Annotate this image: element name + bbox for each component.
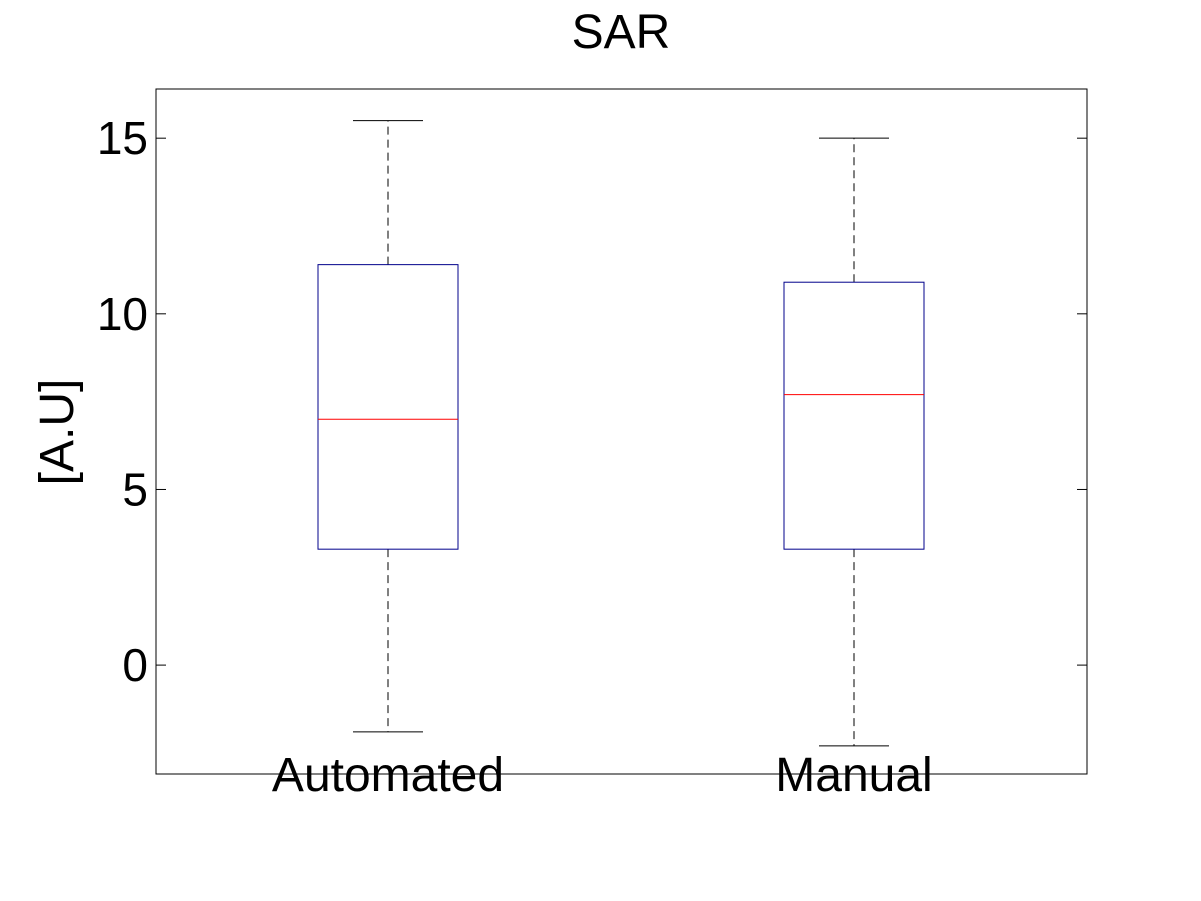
y-tick-label: 15 [97,112,148,164]
chart-title: SAR [572,6,671,59]
y-tick-label: 5 [122,463,148,515]
y-tick-label: 0 [122,639,148,691]
box-manual [783,137,925,747]
plot-frame [155,88,1088,775]
iqr-box [783,281,925,550]
y-axis-label: [A.U] [31,379,84,486]
category-label: Manual [775,749,932,802]
y-ticks: 0 5 10 15 [97,112,1087,691]
iqr-box [317,264,459,550]
boxes [317,120,925,747]
y-tick-label: 10 [97,288,148,340]
box-automated [317,120,459,733]
category-label: Automated [272,749,504,802]
category-labels: Automated Manual [272,749,933,802]
